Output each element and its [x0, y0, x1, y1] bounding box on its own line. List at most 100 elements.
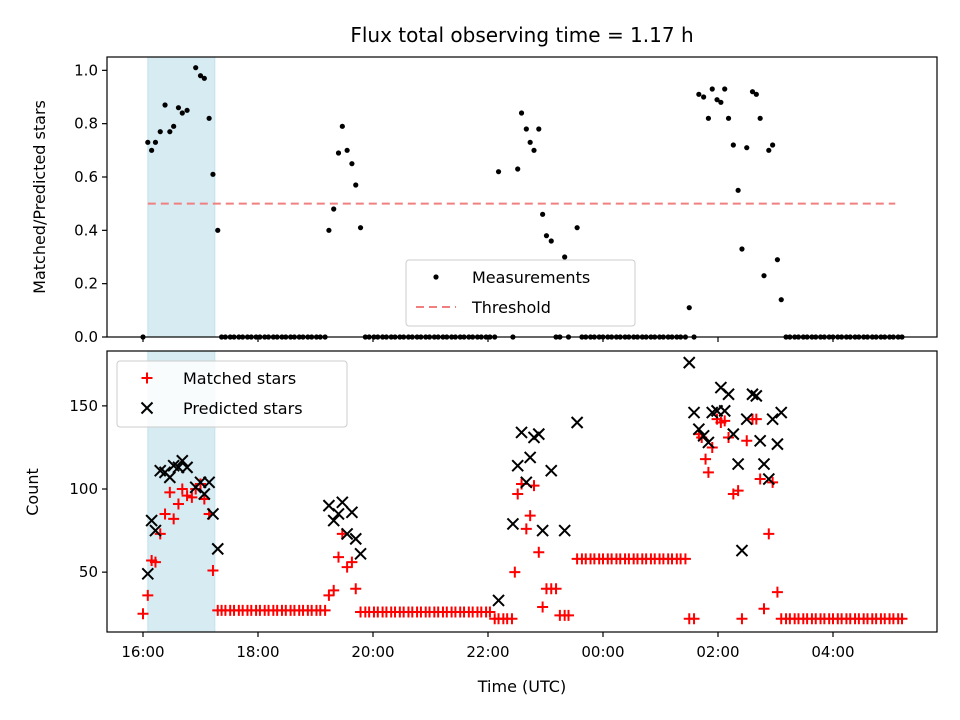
- top-series-measurements-point: [518, 110, 525, 116]
- x-tick-label: 18:00: [236, 643, 279, 661]
- top-series-measurements-point: [770, 142, 776, 148]
- bottom-legend-matched-stars-label: Matched stars: [183, 369, 296, 388]
- bottom-series-matched-stars-point: [763, 528, 775, 540]
- top-series-measurements-point: [714, 97, 720, 103]
- top-legend: Measurements Threshold: [405, 259, 636, 327]
- top-series-measurements-point: [540, 211, 546, 217]
- bottom-series-matched-stars-point: [186, 491, 198, 503]
- top-series-measurements-point: [527, 139, 533, 145]
- bottom-series-matched-stars-point: [328, 584, 340, 596]
- bottom-series-predicted-stars-point: [520, 476, 533, 489]
- top-series-measurements-point: [201, 75, 207, 81]
- bottom-series-matched-stars-point: [896, 613, 908, 625]
- top-series-measurements-point: [179, 110, 185, 116]
- bottom-series-predicted-stars-point: [735, 544, 749, 557]
- top-legend-measurements-label: Measurements: [472, 268, 590, 287]
- top-series-measurements-point: [744, 145, 750, 151]
- top-series-measurements-point: [167, 129, 173, 135]
- bottom-y-tick-label: 100: [69, 480, 98, 498]
- bottom-y-axis-label: Count: [23, 468, 42, 516]
- top-series-measurements-point: [718, 99, 724, 105]
- bottom-legend-predicted-stars-label: Predicted stars: [183, 399, 303, 418]
- bottom-series-matched-stars-point: [723, 431, 735, 443]
- top-series-measurements-point: [686, 305, 692, 311]
- bottom-y-tick-label: 150: [69, 397, 98, 415]
- top-series-measurements-point: [536, 126, 542, 132]
- bottom-series-matched-stars-point: [207, 564, 219, 576]
- bottom-series-predicted-stars-point: [558, 524, 571, 537]
- bottom-series-predicted-stars-point: [141, 567, 154, 581]
- bottom-legend-box: [116, 360, 348, 428]
- bottom-series-matched-stars-point: [520, 523, 532, 535]
- top-series-measurements-point: [344, 147, 350, 153]
- bottom-series-matched-stars-point: [741, 435, 753, 447]
- bottom-series-predicted-stars-point: [345, 506, 359, 519]
- x-tick-label: 22:00: [466, 643, 509, 661]
- bottom-series-matched-stars-point: [346, 556, 358, 568]
- top-series-measurements-point: [331, 206, 337, 212]
- top-series-measurements-point: [353, 182, 359, 188]
- bottom-series-matched-stars-point: [700, 453, 712, 465]
- x-tick-label: 00:00: [581, 643, 624, 661]
- bottom-series-predicted-stars-point: [511, 459, 524, 472]
- top-series-measurements-point: [349, 161, 355, 167]
- bottom-series-predicted-stars-point: [740, 412, 753, 426]
- top-series-measurements-point: [357, 225, 364, 231]
- bottom-series-matched-stars-point: [149, 556, 161, 568]
- x-tick-label: 04:00: [811, 643, 854, 661]
- bottom-series-matched-stars-point: [688, 613, 700, 625]
- top-series-measurements-point: [162, 102, 168, 108]
- top-series-measurements-point: [722, 86, 728, 92]
- top-series-measurements-point: [709, 86, 715, 92]
- top-series-measurements-point: [339, 123, 345, 129]
- bottom-series-matched-stars-point: [771, 586, 783, 598]
- bottom-series-predicted-stars-point: [202, 476, 216, 489]
- bottom-series-matched-stars-point: [341, 561, 353, 573]
- bottom-series-predicted-stars-point: [570, 416, 584, 429]
- bottom-series-predicted-stars-point: [163, 471, 177, 484]
- bottom-series-matched-stars-point: [350, 583, 362, 595]
- bottom-series-predicted-stars-point: [727, 427, 740, 441]
- top-series-measurements-point: [548, 238, 554, 244]
- bottom-series-matched-stars-point: [181, 490, 193, 502]
- chart-title: Flux total observing time = 1.17 h: [350, 23, 693, 47]
- top-series-measurements-point: [766, 147, 772, 153]
- top-series-measurements-point: [778, 297, 784, 303]
- top-series-measurements-point: [149, 147, 155, 153]
- bottom-series-matched-stars-point: [736, 613, 748, 625]
- bottom-series-matched-stars-point: [484, 606, 496, 618]
- top-series-measurements-point: [562, 254, 568, 260]
- top-series-measurements-point: [531, 147, 537, 153]
- bottom-series-predicted-stars-point: [340, 527, 354, 541]
- top-series-measurements-point: [171, 123, 177, 129]
- bottom-series-matched-stars-point: [533, 546, 545, 558]
- bottom-series-matched-stars-point: [702, 466, 714, 478]
- bottom-series-predicted-stars-point: [718, 404, 731, 418]
- top-series-measurements-point: [761, 273, 767, 279]
- bottom-y-tick-label: 50: [79, 563, 98, 581]
- bottom-series-predicted-stars-point: [149, 524, 162, 537]
- bottom-series-predicted-stars-point: [687, 406, 701, 419]
- bottom-series-matched-stars-point: [509, 566, 521, 578]
- top-series-measurements-point: [326, 227, 332, 233]
- top-series-measurements-point: [753, 91, 759, 97]
- bottom-plot-frame: [106, 350, 938, 633]
- bottom-series-matched-stars-point: [172, 498, 184, 510]
- top-y-tick-label: 0.8: [74, 115, 98, 133]
- top-series-measurements-point: [515, 166, 521, 172]
- top-series-measurements-point: [206, 115, 212, 121]
- bottom-series-predicted-stars-point: [206, 507, 220, 521]
- top-series-measurements-point: [730, 142, 736, 148]
- bottom-series-matched-stars-point: [679, 553, 691, 565]
- bottom-series-matched-stars-point: [512, 488, 524, 500]
- bottom-series-matched-stars-point: [142, 589, 154, 601]
- bottom-series-predicted-stars-point: [211, 542, 224, 556]
- x-tick-label: 16:00: [121, 643, 164, 661]
- top-series-measurements-point: [696, 91, 702, 97]
- bottom-series-predicted-stars-point: [515, 426, 528, 439]
- bottom-series-predicted-stars-point: [536, 524, 549, 537]
- top-series-measurements-point: [705, 115, 712, 121]
- bottom-series-predicted-stars-point: [757, 457, 771, 471]
